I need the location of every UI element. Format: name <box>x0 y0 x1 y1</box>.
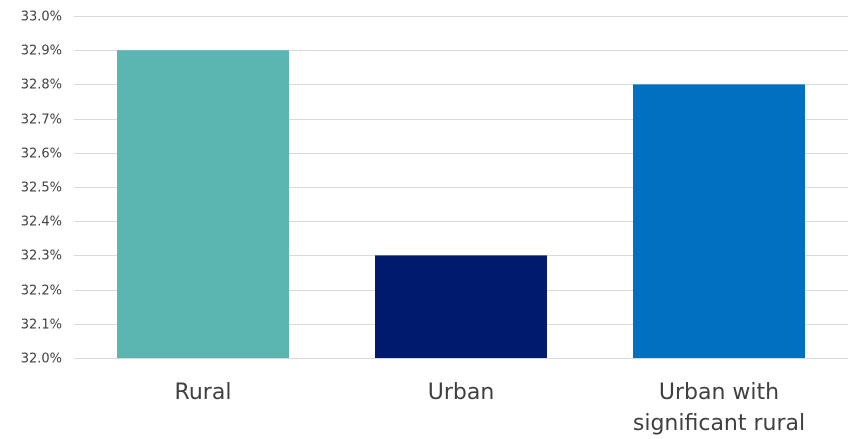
x-axis-category-labels: Rural Urban Urban with significant rural <box>175 380 806 436</box>
y-tick-label: 32.9% <box>21 44 62 59</box>
bar-rural <box>117 50 289 358</box>
y-tick-label: 32.7% <box>21 113 62 128</box>
y-tick-label: 32.6% <box>21 147 62 162</box>
y-tick-label: 32.1% <box>21 318 62 333</box>
bar-urban-with-significant-rural <box>633 84 805 359</box>
x-category-label: Urban with significant rural <box>633 380 805 436</box>
x-category-label: Urban <box>428 380 495 405</box>
bar-urban <box>375 255 547 358</box>
y-tick-label: 33.0% <box>21 10 62 25</box>
x-category-label: Rural <box>175 380 232 405</box>
y-axis-tick-labels: 32.0% 32.1% 32.2% 32.3% 32.4% 32.5% 32.6% 32.7%… <box>21 10 62 367</box>
bars <box>117 50 805 359</box>
y-tick-label: 32.4% <box>21 215 62 230</box>
y-tick-label: 32.5% <box>21 181 62 196</box>
y-tick-label: 32.3% <box>21 249 62 264</box>
y-tick-label: 32.0% <box>21 352 62 367</box>
y-tick-label: 32.2% <box>21 284 62 299</box>
y-tick-label: 32.8% <box>21 78 62 93</box>
